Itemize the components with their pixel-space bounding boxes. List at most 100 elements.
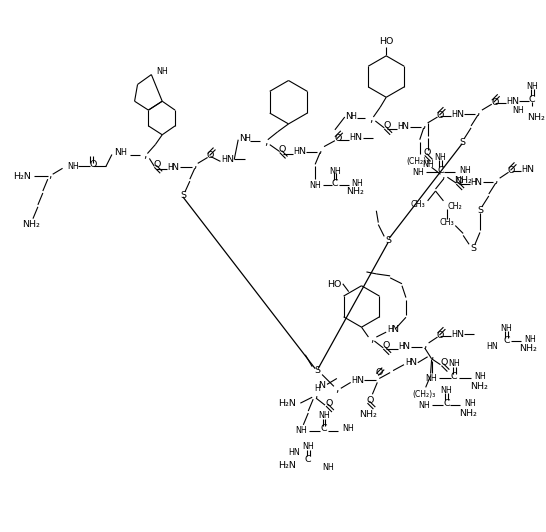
Text: NH₂: NH₂ xyxy=(346,187,364,196)
Text: NH: NH xyxy=(309,180,321,189)
Text: H: H xyxy=(470,178,476,187)
Text: ,: , xyxy=(193,160,197,170)
Text: H: H xyxy=(167,163,173,172)
Text: NH: NH xyxy=(474,372,486,381)
Text: H: H xyxy=(349,133,355,142)
Text: N: N xyxy=(239,134,246,143)
Text: NH₂: NH₂ xyxy=(22,220,40,229)
Text: C: C xyxy=(443,398,450,408)
Text: S: S xyxy=(470,244,476,253)
Text: H: H xyxy=(397,122,403,131)
Text: O: O xyxy=(153,160,161,169)
Text: ,: , xyxy=(423,340,426,350)
Text: O: O xyxy=(424,148,431,157)
Text: O: O xyxy=(491,98,498,107)
Text: ,: , xyxy=(264,137,268,147)
Text: CH₃: CH₃ xyxy=(440,218,455,227)
Text: C: C xyxy=(331,179,338,188)
Text: O: O xyxy=(437,111,444,120)
Text: S: S xyxy=(459,138,465,147)
Text: H: H xyxy=(452,330,457,338)
Text: H: H xyxy=(405,358,411,367)
Text: (CH₂)₃: (CH₂)₃ xyxy=(412,390,435,399)
Text: NH: NH xyxy=(295,426,307,435)
Text: HN: HN xyxy=(288,448,300,457)
Text: H: H xyxy=(352,376,358,385)
Text: NH: NH xyxy=(418,401,430,410)
Text: O: O xyxy=(383,121,391,130)
Text: NH: NH xyxy=(501,323,513,332)
Text: H: H xyxy=(521,165,527,174)
Text: N: N xyxy=(114,148,121,157)
Text: N: N xyxy=(511,97,518,106)
Text: N: N xyxy=(474,178,482,187)
Text: O: O xyxy=(367,396,374,405)
Text: ,: , xyxy=(422,120,425,130)
Text: NH: NH xyxy=(329,167,341,176)
Text: O: O xyxy=(325,398,333,408)
Text: S: S xyxy=(180,192,186,201)
Text: ,: , xyxy=(494,175,497,185)
Text: HO: HO xyxy=(379,37,393,46)
Text: ,: , xyxy=(370,114,373,124)
Text: C: C xyxy=(529,95,536,104)
Text: C: C xyxy=(437,166,444,175)
Text: NH: NH xyxy=(302,442,314,451)
Text: H: H xyxy=(120,148,126,157)
Text: N: N xyxy=(391,325,399,334)
Text: N: N xyxy=(354,133,361,142)
Text: NH: NH xyxy=(342,425,354,433)
Text: H: H xyxy=(398,343,404,352)
Text: NH: NH xyxy=(156,67,168,76)
Text: NH₂: NH₂ xyxy=(454,176,472,185)
Text: N: N xyxy=(318,381,325,390)
Text: N: N xyxy=(226,155,233,164)
Text: NH₂: NH₂ xyxy=(470,382,488,391)
Text: O: O xyxy=(279,145,286,154)
Text: NH: NH xyxy=(318,411,330,420)
Text: O: O xyxy=(508,166,515,175)
Text: NH: NH xyxy=(435,153,446,162)
Text: NH₂: NH₂ xyxy=(459,409,477,418)
Text: O: O xyxy=(207,151,214,160)
Text: CH₂: CH₂ xyxy=(447,202,462,211)
Text: ,: , xyxy=(318,145,322,155)
Text: O: O xyxy=(334,134,342,143)
Text: N: N xyxy=(298,147,305,156)
Text: ,: , xyxy=(430,351,434,361)
Text: NH: NH xyxy=(426,374,437,383)
Text: H₂N: H₂N xyxy=(13,172,31,181)
Text: NH: NH xyxy=(322,463,334,472)
Text: ,: , xyxy=(371,334,374,344)
Text: ,: , xyxy=(314,390,318,400)
Text: NH: NH xyxy=(412,168,424,177)
Text: H: H xyxy=(452,110,457,119)
Text: N: N xyxy=(356,376,363,385)
Text: N: N xyxy=(401,122,408,131)
Text: C: C xyxy=(451,372,458,381)
Text: O: O xyxy=(383,342,390,351)
Text: HN: HN xyxy=(486,343,497,352)
Text: H: H xyxy=(244,134,250,143)
Text: H₂N: H₂N xyxy=(278,398,295,408)
Text: NH: NH xyxy=(459,166,471,175)
Text: H: H xyxy=(507,97,513,106)
Text: O: O xyxy=(455,177,463,186)
Text: S: S xyxy=(385,236,391,245)
Text: ,: , xyxy=(335,384,339,394)
Text: C: C xyxy=(305,455,312,464)
Text: HO: HO xyxy=(327,280,341,289)
Text: N: N xyxy=(526,165,533,174)
Text: NH: NH xyxy=(513,106,524,114)
Text: N: N xyxy=(345,112,352,121)
Text: N: N xyxy=(402,343,410,352)
Text: N: N xyxy=(171,163,179,172)
Text: (CH₂)₃: (CH₂)₃ xyxy=(406,157,429,166)
Text: O: O xyxy=(376,368,383,377)
Text: H: H xyxy=(387,325,393,334)
Text: H: H xyxy=(351,112,357,121)
Text: NH: NH xyxy=(524,335,536,344)
Text: CH₃: CH₃ xyxy=(411,201,426,209)
Text: NH: NH xyxy=(526,82,538,91)
Text: NH₂: NH₂ xyxy=(519,344,537,353)
